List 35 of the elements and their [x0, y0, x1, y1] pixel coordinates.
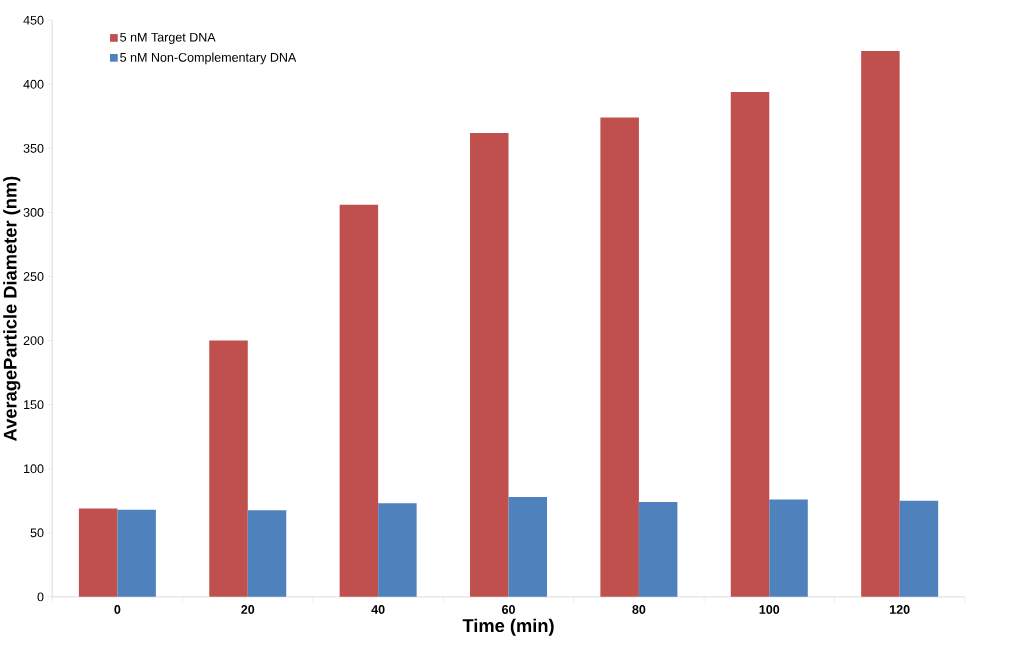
bar: [209, 340, 248, 597]
bar: [378, 503, 417, 597]
x-tick-label: 0: [114, 604, 121, 614]
bar: [769, 499, 808, 597]
legend-label: 5 nM Target DNA: [120, 32, 216, 44]
y-tick-label: 350: [23, 143, 44, 153]
x-axis-title: Time (min): [462, 618, 554, 636]
y-tick-label: 400: [23, 79, 44, 89]
bar: [247, 510, 287, 597]
bar: [508, 496, 548, 597]
y-tick-label: 300: [23, 207, 44, 217]
y-tick-label: 250: [23, 271, 44, 281]
y-tick-label: 0: [37, 592, 44, 602]
y-tick-label: 50: [30, 528, 44, 537]
x-tick-label: 120: [890, 604, 910, 614]
y-tick-label: 450: [23, 15, 44, 25]
bar: [339, 204, 379, 597]
bar: [730, 91, 770, 597]
y-tick-label: 200: [23, 335, 44, 345]
bar: [78, 508, 118, 597]
x-tick-label: 60: [502, 604, 515, 614]
bar: [470, 132, 509, 597]
y-axis-title: AverageParticle Diameter (nm): [3, 176, 21, 441]
x-tick-label: 40: [371, 604, 385, 614]
bar: [117, 509, 156, 597]
bar: [861, 50, 900, 597]
x-tick-label: 100: [759, 604, 780, 614]
bar: [600, 117, 639, 597]
x-tick-label: 20: [241, 604, 255, 614]
y-tick-label: 150: [24, 399, 44, 409]
y-tick-label: 100: [24, 464, 44, 473]
bar: [899, 500, 939, 597]
x-tick-label: 80: [632, 604, 646, 614]
legend-label: 5 nM Non-Complementary DNA: [120, 52, 297, 65]
bar: [638, 501, 678, 597]
